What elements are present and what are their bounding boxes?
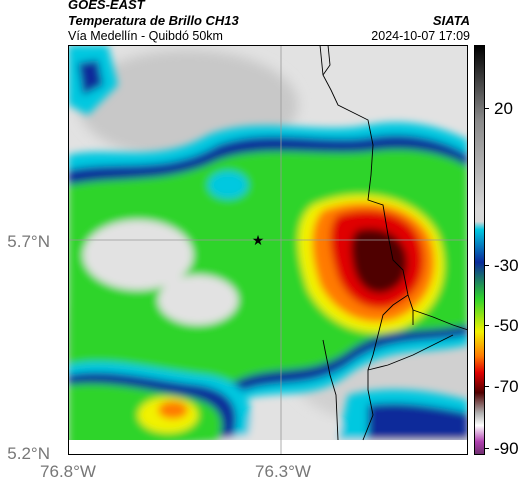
satellite-map[interactable]: ★ xyxy=(68,45,468,455)
timestamp-label: 2024-10-07 17:09 xyxy=(371,29,470,43)
colorbar-tick xyxy=(485,108,489,109)
colorbar-label: -30 xyxy=(494,256,519,275)
colorbar-tick xyxy=(485,325,489,326)
colorbar-tick xyxy=(485,386,489,387)
region-label: Vía Medellín - Quibdó 50km xyxy=(68,29,223,43)
colorbar-label: -50 xyxy=(494,316,519,335)
border-lines xyxy=(319,45,468,441)
product-title: Temperatura de Brillo CH13 xyxy=(68,13,239,28)
lat-tick-5-7: 5.7°N xyxy=(7,232,50,251)
colorbar-label: -70 xyxy=(494,377,519,396)
colorbar-label: 20 xyxy=(494,99,513,118)
lon-tick-76-8: 76.8°W xyxy=(40,462,96,481)
organization-label: SIATA xyxy=(432,13,470,28)
colorbar-tick xyxy=(485,448,489,449)
lat-tick-5-2: 5.2°N xyxy=(7,444,50,463)
lon-tick-76-3: 76.3°W xyxy=(255,462,311,481)
colorbar-tick xyxy=(485,265,489,266)
satellite-name: GOES-EAST xyxy=(68,0,145,12)
location-star-icon: ★ xyxy=(252,233,265,249)
colorbar xyxy=(474,45,485,455)
colorbar-label: -90 xyxy=(494,439,519,458)
